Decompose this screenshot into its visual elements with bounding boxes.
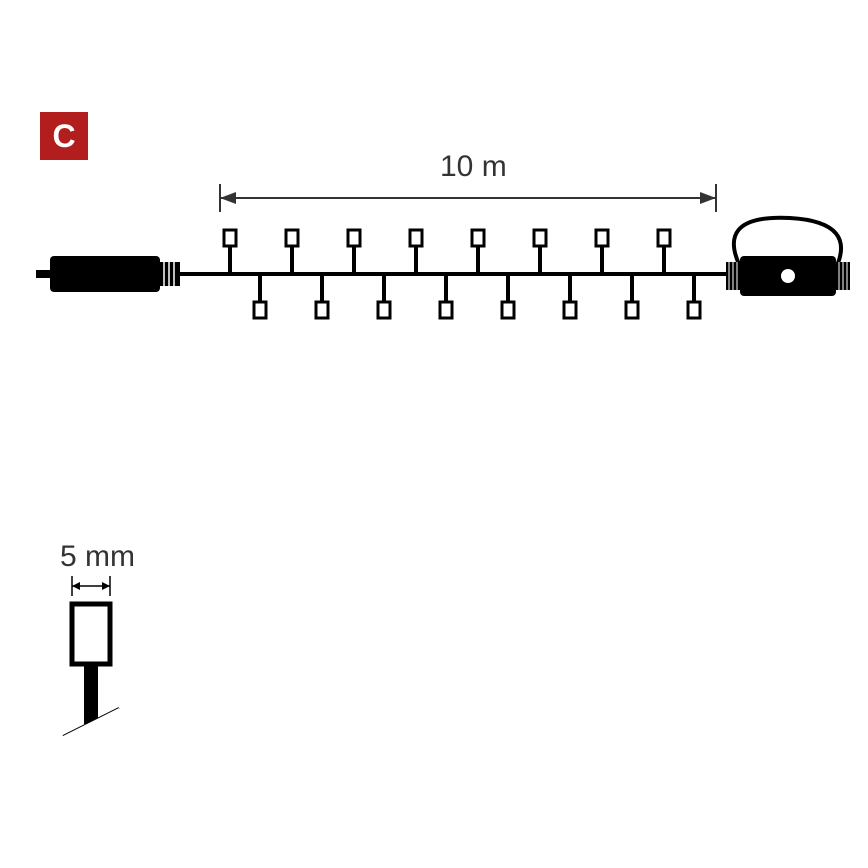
- diagram-canvas: [0, 0, 868, 868]
- bulb-dimension-label: 5 mm: [60, 540, 135, 574]
- category-badge: C: [40, 112, 88, 160]
- badge-letter: C: [52, 118, 75, 155]
- main-dimension-label: 10 m: [440, 150, 507, 184]
